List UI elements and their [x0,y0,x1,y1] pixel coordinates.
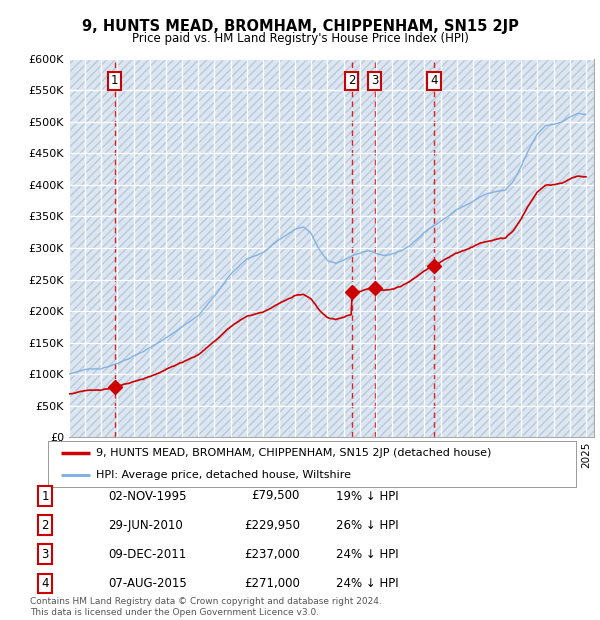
Text: 3: 3 [371,74,379,87]
Text: 07-AUG-2015: 07-AUG-2015 [108,577,187,590]
Text: 2: 2 [348,74,355,87]
Text: 02-NOV-1995: 02-NOV-1995 [108,490,187,502]
Text: 1: 1 [41,490,49,502]
Text: 3: 3 [41,548,49,560]
Text: 2: 2 [41,519,49,531]
Text: HPI: Average price, detached house, Wiltshire: HPI: Average price, detached house, Wilt… [95,470,350,480]
Text: 09-DEC-2011: 09-DEC-2011 [108,548,186,560]
Text: 9, HUNTS MEAD, BROMHAM, CHIPPENHAM, SN15 2JP (detached house): 9, HUNTS MEAD, BROMHAM, CHIPPENHAM, SN15… [95,448,491,458]
Text: 4: 4 [430,74,438,87]
Text: 24% ↓ HPI: 24% ↓ HPI [336,577,398,590]
Text: Contains HM Land Registry data © Crown copyright and database right 2024.
This d: Contains HM Land Registry data © Crown c… [30,598,382,617]
Text: 19% ↓ HPI: 19% ↓ HPI [336,490,398,502]
Text: 4: 4 [41,577,49,590]
Text: £237,000: £237,000 [244,548,300,560]
Text: £79,500: £79,500 [251,490,300,502]
Text: Price paid vs. HM Land Registry's House Price Index (HPI): Price paid vs. HM Land Registry's House … [131,32,469,45]
Text: 29-JUN-2010: 29-JUN-2010 [108,519,183,531]
Text: 24% ↓ HPI: 24% ↓ HPI [336,548,398,560]
Text: 1: 1 [111,74,118,87]
Text: £271,000: £271,000 [244,577,300,590]
Text: 26% ↓ HPI: 26% ↓ HPI [336,519,398,531]
Text: 9, HUNTS MEAD, BROMHAM, CHIPPENHAM, SN15 2JP: 9, HUNTS MEAD, BROMHAM, CHIPPENHAM, SN15… [82,19,518,33]
Text: £229,950: £229,950 [244,519,300,531]
